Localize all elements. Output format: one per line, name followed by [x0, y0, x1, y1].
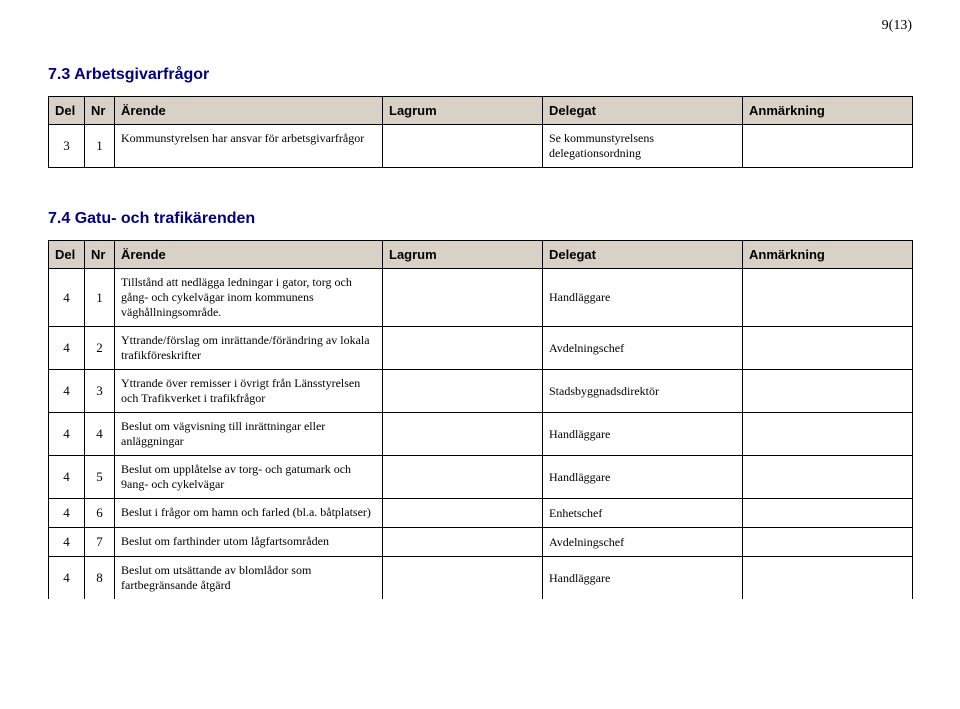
section-7-3-heading: 7.3 Arbetsgivarfrågor: [48, 66, 912, 84]
table-row: 4 7 Beslut om farthinder utom lågfartsom…: [49, 528, 913, 557]
section-7-4-heading: 7.4 Gatu- och trafikärenden: [48, 210, 912, 228]
cell-arende: Beslut om utsättande av blomlådor som fa…: [115, 557, 383, 600]
cell-nr: 8: [85, 557, 115, 600]
table-row: 4 1 Tillstånd att nedlägga ledningar i g…: [49, 269, 913, 327]
col-lagrum: Lagrum: [383, 97, 543, 125]
cell-del: 3: [49, 125, 85, 168]
cell-anm: [743, 269, 913, 327]
cell-del: 4: [49, 413, 85, 456]
col-nr: Nr: [85, 97, 115, 125]
cell-delegat: Stadsbyggnadsdirektör: [543, 370, 743, 413]
cell-anm: [743, 456, 913, 499]
cell-del: 4: [49, 499, 85, 528]
cell-nr: 1: [85, 269, 115, 327]
cell-arende: Beslut om farthinder utom lågfartsområde…: [115, 528, 383, 557]
cell-arende: Kommunstyrelsen har ansvar för arbetsgiv…: [115, 125, 383, 168]
cell-del: 4: [49, 370, 85, 413]
cell-arende: Beslut i frågor om hamn och farled (bl.a…: [115, 499, 383, 528]
col-delegat: Delegat: [543, 241, 743, 269]
table-row: 4 8 Beslut om utsättande av blomlådor so…: [49, 557, 913, 600]
table-header-row: Del Nr Ärende Lagrum Delegat Anmärkning: [49, 97, 913, 125]
cell-del: 4: [49, 456, 85, 499]
col-lagrum: Lagrum: [383, 241, 543, 269]
cell-del: 4: [49, 327, 85, 370]
cell-nr: 3: [85, 370, 115, 413]
table-row: 4 6 Beslut i frågor om hamn och farled (…: [49, 499, 913, 528]
cell-arende: Beslut om vägvisning till inrättningar e…: [115, 413, 383, 456]
cell-nr: 7: [85, 528, 115, 557]
cell-arende: Yttrande över remisser i övrigt från Län…: [115, 370, 383, 413]
table-row: 3 1 Kommunstyrelsen har ansvar för arbet…: [49, 125, 913, 168]
cell-delegat: Handläggare: [543, 456, 743, 499]
table-row: 4 3 Yttrande över remisser i övrigt från…: [49, 370, 913, 413]
cell-del: 4: [49, 269, 85, 327]
cell-lagrum: [383, 269, 543, 327]
cell-delegat: Avdelningschef: [543, 528, 743, 557]
cell-delegat: Se kommunstyrelsens delegationsordning: [543, 125, 743, 168]
cell-delegat: Avdelningschef: [543, 327, 743, 370]
cell-nr: 4: [85, 413, 115, 456]
cell-del: 4: [49, 528, 85, 557]
col-arende: Ärende: [115, 241, 383, 269]
cell-lagrum: [383, 125, 543, 168]
cell-anm: [743, 125, 913, 168]
cell-arende: Yttrande/förslag om inrättande/förändrin…: [115, 327, 383, 370]
table-row: 4 2 Yttrande/förslag om inrättande/förän…: [49, 327, 913, 370]
cell-anm: [743, 528, 913, 557]
table-row: 4 5 Beslut om upplåtelse av torg- och ga…: [49, 456, 913, 499]
table-7-3: Del Nr Ärende Lagrum Delegat Anmärkning …: [48, 96, 913, 168]
cell-lagrum: [383, 557, 543, 600]
col-anm: Anmärkning: [743, 97, 913, 125]
col-arende: Ärende: [115, 97, 383, 125]
cell-anm: [743, 370, 913, 413]
cell-anm: [743, 557, 913, 600]
cell-lagrum: [383, 456, 543, 499]
cell-anm: [743, 499, 913, 528]
cell-anm: [743, 413, 913, 456]
col-del: Del: [49, 97, 85, 125]
col-nr: Nr: [85, 241, 115, 269]
cell-delegat: Enhetschef: [543, 499, 743, 528]
table-header-row: Del Nr Ärende Lagrum Delegat Anmärkning: [49, 241, 913, 269]
cell-nr: 6: [85, 499, 115, 528]
col-anm: Anmärkning: [743, 241, 913, 269]
cell-anm: [743, 327, 913, 370]
cell-lagrum: [383, 413, 543, 456]
cell-del: 4: [49, 557, 85, 600]
cell-delegat: Handläggare: [543, 413, 743, 456]
cell-lagrum: [383, 528, 543, 557]
cell-nr: 2: [85, 327, 115, 370]
cell-nr: 5: [85, 456, 115, 499]
col-del: Del: [49, 241, 85, 269]
cell-lagrum: [383, 370, 543, 413]
cell-arende: Tillstånd att nedlägga ledningar i gator…: [115, 269, 383, 327]
col-delegat: Delegat: [543, 97, 743, 125]
cell-lagrum: [383, 327, 543, 370]
page-number: 9(13): [882, 18, 912, 34]
table-7-4: Del Nr Ärende Lagrum Delegat Anmärkning …: [48, 240, 913, 599]
cell-delegat: Handläggare: [543, 557, 743, 600]
cell-arende: Beslut om upplåtelse av torg- och gatuma…: [115, 456, 383, 499]
cell-nr: 1: [85, 125, 115, 168]
cell-delegat: Handläggare: [543, 269, 743, 327]
cell-lagrum: [383, 499, 543, 528]
table-row: 4 4 Beslut om vägvisning till inrättning…: [49, 413, 913, 456]
